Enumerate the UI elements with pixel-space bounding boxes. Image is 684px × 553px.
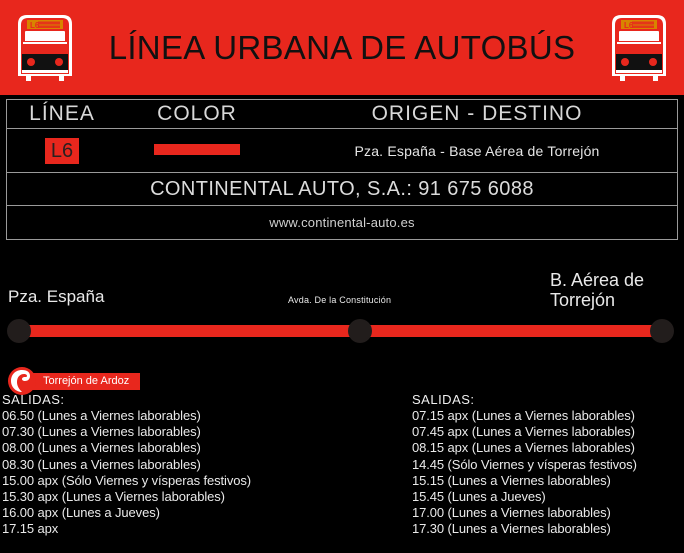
route-stop-label-destination-line2: Torrejón <box>550 290 616 310</box>
schedule-heading: SALIDAS: <box>412 392 475 407</box>
route-stop-label-destination: B. Aérea de Torrejón <box>550 270 680 310</box>
column-header-linea: LÍNEA <box>29 102 95 125</box>
svg-text:L6: L6 <box>624 21 634 30</box>
route-stop-dot[interactable] <box>348 319 372 343</box>
route-stop-dot[interactable] <box>650 319 674 343</box>
color-swatch <box>154 143 240 155</box>
schedule-item: 15.45 (Lunes a Jueves) <box>412 489 546 505</box>
header-banner: L6 LÍNEA URBANA DE AUTOBÚS L6 <box>0 0 684 95</box>
schedule-heading: SALIDAS: <box>2 392 65 407</box>
schedule-item: 07.30 (Lunes a Viernes laborables) <box>2 424 201 440</box>
route-stop-dot[interactable] <box>7 319 31 343</box>
bus-front-icon: L6 <box>608 12 670 84</box>
schedule-item: 07.45 apx (Lunes a Viernes laborables) <box>412 424 635 440</box>
bus-front-icon: L6 <box>14 12 76 84</box>
page-title: LÍNEA URBANA DE AUTOBÚS <box>108 28 576 66</box>
company-row: CONTINENTAL AUTO, S.A.: 91 675 6088 <box>7 173 677 206</box>
route-line <box>14 325 664 337</box>
schedule-item: 08.15 apx (Lunes a Viernes laborables) <box>412 440 635 456</box>
schedule-column-outbound: SALIDAS: 06.50 (Lunes a Viernes laborabl… <box>2 392 402 538</box>
line-info-table: LÍNEA COLOR ORIGEN - DESTINO L6 Pza. Esp… <box>6 99 678 240</box>
schedule-column-return: SALIDAS: 07.15 apx (Lunes a Viernes labo… <box>412 392 684 538</box>
company-website[interactable]: www.continental-auto.es <box>269 215 415 230</box>
schedule-item: 08.00 (Lunes a Viernes laborables) <box>2 440 201 456</box>
route-stop-label-destination-line1: B. Aérea de <box>550 270 645 290</box>
color-swatch-cell <box>117 142 277 160</box>
schedule-item: 15.15 (Lunes a Viernes laborables) <box>412 472 611 488</box>
route-diagram: Pza. España Avda. De la Constitución B. … <box>0 262 684 372</box>
route-stop-label-middle: Avda. De la Constitución <box>288 295 392 305</box>
schedules-section: SALIDAS: 06.50 (Lunes a Viernes laborabl… <box>0 392 684 553</box>
schedule-item: 17.30 (Lunes a Viernes laborables) <box>412 521 611 537</box>
column-header-origen-destino: ORIGEN - DESTINO <box>371 102 583 125</box>
schedule-item: 17.15 apx <box>2 521 59 537</box>
schedule-item: 16.00 apx (Lunes a Jueves) <box>2 505 160 521</box>
schedule-item: 17.00 (Lunes a Viernes laborables) <box>412 505 611 521</box>
schedule-item: 14.45 (Sólo Viernes y vísperas festivos) <box>412 456 637 472</box>
table-header-row: LÍNEA COLOR ORIGEN - DESTINO <box>7 100 677 129</box>
svg-text:L6: L6 <box>30 21 40 30</box>
company-contact: CONTINENTAL AUTO, S.A.: 91 675 6088 <box>150 177 534 200</box>
torrejon-swirl-logo-icon <box>6 366 38 396</box>
line-badge: L6 <box>45 137 79 164</box>
origen-destino-value: Pza. España - Base Aérea de Torrejón <box>354 142 600 159</box>
column-header-color: COLOR <box>157 102 237 125</box>
line-badge-cell: L6 <box>7 137 117 164</box>
schedule-item: 07.15 apx (Lunes a Viernes laborables) <box>412 408 635 423</box>
schedule-item: 06.50 (Lunes a Viernes laborables) <box>2 408 201 423</box>
municipality-name: Torrejón de Ardoz <box>27 372 141 390</box>
schedule-item: 15.00 apx (Sólo Viernes y vísperas festi… <box>2 472 251 488</box>
table-row: L6 Pza. España - Base Aérea de Torrejón <box>7 129 677 173</box>
municipality-badge: Torrejón de Ardoz <box>6 366 141 396</box>
schedule-item: 15.30 apx (Lunes a Viernes laborables) <box>2 489 225 505</box>
website-row: www.continental-auto.es <box>7 206 677 239</box>
route-stop-label-origin: Pza. España <box>8 287 105 306</box>
schedule-item: 08.30 (Lunes a Viernes laborables) <box>2 456 201 472</box>
